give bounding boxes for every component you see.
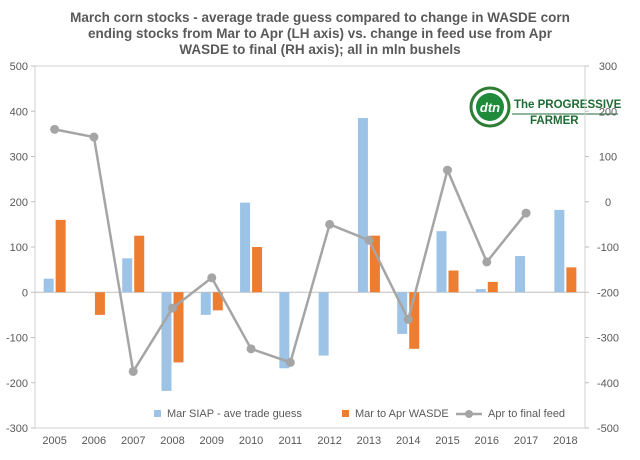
dtn-progressive-farmer-logo: dtn The PROGRESSIVE FARMER	[466, 84, 622, 130]
y-left-tick-label: -100	[6, 333, 28, 345]
y-right-tick-label: -200	[597, 287, 619, 299]
chart-title: March corn stocks - average trade guess …	[70, 10, 570, 57]
bar-trade-guess	[515, 256, 526, 293]
bar-trade-guess	[436, 231, 447, 293]
legend-label-wasde-change: Mar to Apr WASDE	[355, 408, 449, 420]
feed-line-series	[50, 124, 531, 376]
x-tick-label: 2009	[200, 435, 224, 447]
bar-wasde-change	[409, 292, 420, 349]
y-right-tick-label: -100	[597, 242, 619, 254]
x-tick-label: 2006	[82, 435, 106, 447]
bar-wasde-change	[94, 292, 105, 315]
y-left-tick-label: 200	[10, 197, 28, 209]
bar-trade-guess	[475, 289, 486, 293]
bar-wasde-change	[212, 292, 223, 311]
bar-wasde-change	[173, 292, 184, 363]
bars	[43, 118, 577, 391]
y-right-tick-label: -400	[597, 378, 619, 390]
y-right-tick-label: 100	[599, 152, 617, 164]
feed-line-point	[403, 314, 413, 324]
x-tick-label: 2008	[160, 435, 184, 447]
feed-line-point	[482, 257, 492, 267]
y-left-tick-label: 400	[10, 106, 28, 118]
x-tick-label: 2012	[317, 435, 341, 447]
legend: Mar SIAP - ave trade guess Mar to Apr WAS…	[154, 408, 565, 420]
x-tick-label: 2018	[553, 435, 577, 447]
bar-wasde-change	[448, 270, 459, 293]
x-tick-label: 2015	[435, 435, 459, 447]
x-tick-label: 2010	[239, 435, 263, 447]
bar-wasde-change	[252, 247, 263, 293]
legend-label-trade-guess: Mar SIAP - ave trade guess	[167, 408, 302, 420]
x-tick-label: 2007	[121, 435, 145, 447]
feed-line-point	[128, 366, 138, 376]
bar-wasde-change	[134, 235, 145, 293]
chart-title-line: WASDE to final (RH axis); all in mln bus…	[179, 42, 460, 57]
feed-line-point	[246, 344, 256, 354]
bar-trade-guess	[397, 292, 408, 334]
y-left-tick-label: 0	[22, 287, 28, 299]
y-right-tick-label: -500	[597, 423, 619, 435]
y-left-tick-label: 300	[10, 152, 28, 164]
legend-marker-feed	[465, 410, 473, 418]
feed-line-point	[207, 273, 217, 283]
feed-line	[54, 128, 528, 373]
x-tick-label: 2011	[279, 435, 303, 447]
x-tick-label: 2016	[475, 435, 499, 447]
chart-title-line: March corn stocks - average trade guess …	[70, 10, 570, 25]
bar-trade-guess	[318, 292, 329, 356]
feed-line-point	[168, 303, 177, 313]
x-axis-labels: 2005 2006 2007 2008 2009 2010 2011 2012 2013 2014…	[42, 435, 577, 447]
bar-wasde-change	[55, 219, 66, 293]
feed-line-point	[50, 124, 60, 134]
bar-trade-guess	[122, 258, 133, 293]
feed-line-point	[285, 357, 295, 367]
feed-line-point	[443, 165, 452, 175]
y-left-tick-label: -300	[6, 423, 28, 435]
x-tick-label: 2014	[396, 435, 420, 447]
feed-line-point	[89, 132, 99, 142]
x-tick-label: 2017	[514, 435, 538, 447]
bar-wasde-change	[369, 235, 380, 293]
logo-text-line1: The PROGRESSIVE	[514, 99, 622, 111]
bar-wasde-change	[566, 267, 577, 293]
bar-trade-guess	[554, 209, 565, 293]
y-left-tick-label: 100	[10, 242, 28, 254]
legend-swatch-trade-guess	[154, 410, 161, 417]
y-right-tick-label: 0	[605, 197, 611, 209]
chart-title-line: ending stocks from Mar to Apr (LH axis) …	[88, 26, 553, 41]
feed-line-point	[325, 219, 335, 229]
bar-trade-guess	[43, 278, 54, 293]
dtn-logo-mark: dtn	[480, 100, 500, 115]
feed-line-point	[521, 208, 531, 218]
bar-trade-guess	[357, 118, 368, 293]
legend-label-feed: Apr to final feed	[488, 408, 565, 420]
x-tick-label: 2013	[357, 435, 381, 447]
x-tick-label: 2005	[42, 435, 66, 447]
y-right-tick-label: 300	[599, 61, 617, 73]
feed-line-point	[364, 235, 374, 245]
dtn-logo-disc	[476, 93, 504, 121]
legend-swatch-wasde-change	[342, 410, 349, 417]
y-right-tick-label: 200	[599, 106, 617, 118]
bar-trade-guess	[240, 202, 251, 293]
bar-trade-guess	[279, 292, 290, 369]
logo-text-line2: FARMER	[530, 115, 579, 127]
bar-trade-guess	[200, 292, 211, 315]
y-left-tick-label: -200	[6, 378, 28, 390]
y-left-tick-label: 500	[10, 61, 28, 73]
y-right-tick-label: -300	[597, 333, 619, 345]
bar-trade-guess	[161, 292, 172, 391]
bar-wasde-change	[487, 281, 498, 293]
